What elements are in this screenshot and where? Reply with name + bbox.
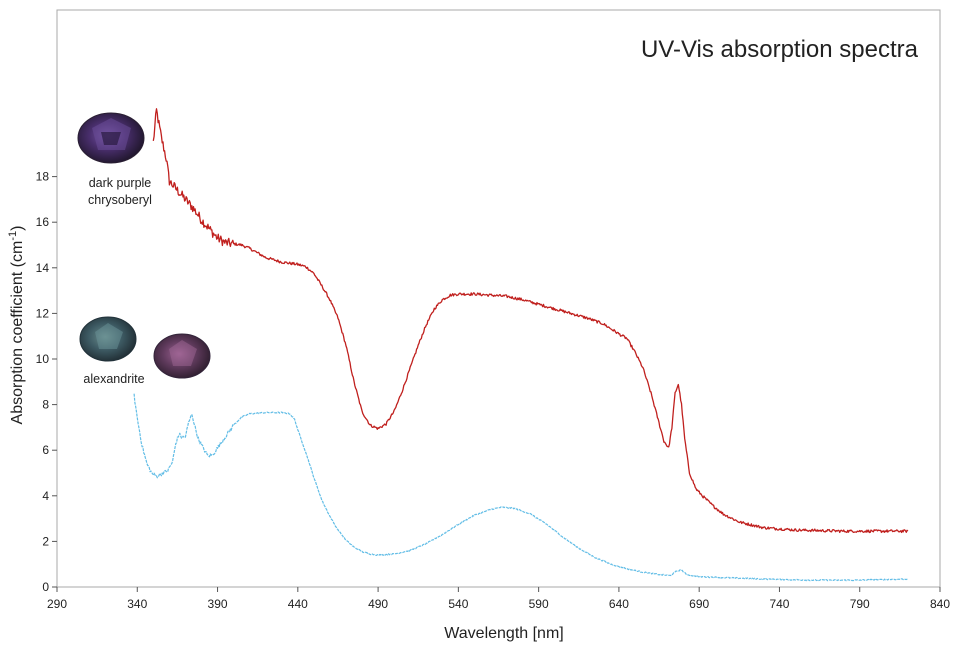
y-tick-label: 6 <box>42 443 49 457</box>
x-tick-label: 540 <box>448 597 468 611</box>
x-tick-label: 790 <box>850 597 870 611</box>
y-tick-label: 4 <box>42 489 49 503</box>
x-tick-label: 640 <box>609 597 629 611</box>
y-tick-label: 18 <box>36 170 50 184</box>
y-tick-label: 16 <box>36 215 50 229</box>
series-line-alexandrite <box>133 393 909 582</box>
series-line-chrysoberyl <box>152 108 909 534</box>
chrysoberyl-label-line-1: dark purple <box>89 176 152 190</box>
y-tick-label: 10 <box>36 352 50 366</box>
y-tick-label: 14 <box>36 261 50 275</box>
chrysoberyl-label: dark purple chrysoberyl <box>88 176 152 207</box>
y-tick-label: 8 <box>42 398 49 412</box>
x-tick-label: 840 <box>930 597 950 611</box>
alexandrite-gem-image-purple <box>153 333 211 379</box>
x-axis-title: Wavelength [nm] <box>444 625 563 642</box>
y-axis-title-main: Absorption coefficient (cm <box>9 241 26 425</box>
y-axis-title: Absorption coefficient (cm-1) <box>7 226 26 425</box>
plot-frame <box>56 9 941 588</box>
x-tick-label: 390 <box>208 597 228 611</box>
chart-title: UV-Vis absorption spectra <box>641 36 919 63</box>
y-tick-label: 0 <box>42 580 49 594</box>
x-tick-label: 740 <box>769 597 789 611</box>
x-tick-label: 690 <box>689 597 709 611</box>
y-axis-title-sup: -1 <box>7 231 19 241</box>
chrysoberyl-gem-image <box>77 112 145 164</box>
x-tick-label: 440 <box>288 597 308 611</box>
alexandrite-label: alexandrite <box>83 372 144 386</box>
x-tick-label: 290 <box>47 597 67 611</box>
x-tick-label: 590 <box>529 597 549 611</box>
series-layer <box>133 108 909 582</box>
x-tick-label: 340 <box>127 597 147 611</box>
x-axis: 290 340 390 440 490 540 590 640 690 740 790 840 <box>47 587 950 611</box>
x-tick-label: 490 <box>368 597 388 611</box>
y-axis: 0 2 4 6 8 10 12 14 16 18 <box>36 170 57 594</box>
chrysoberyl-label-line-2: chrysoberyl <box>88 193 152 207</box>
y-tick-label: 12 <box>36 306 50 320</box>
y-tick-label: 2 <box>42 534 49 548</box>
y-axis-title-close: ) <box>9 226 26 231</box>
alexandrite-gem-image-green <box>79 316 137 362</box>
